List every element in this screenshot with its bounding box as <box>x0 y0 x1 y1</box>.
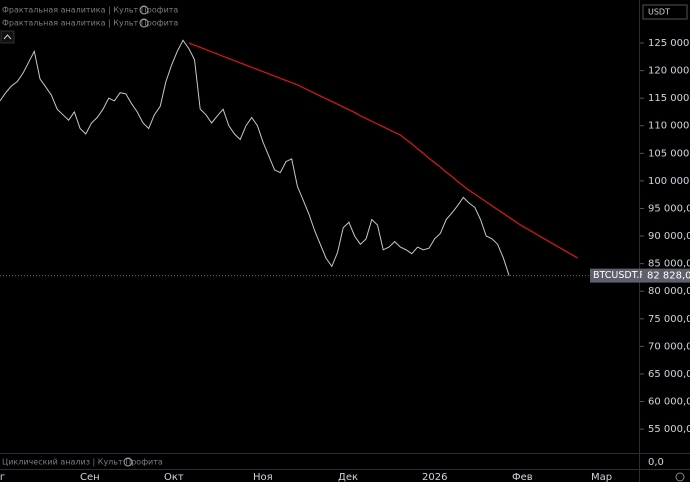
y-tick-label: 55 000,0 <box>648 424 690 435</box>
price-tag <box>642 268 690 283</box>
eye-icon[interactable] <box>123 457 133 467</box>
indicator-label: Фрактальная аналитика | Культ Профита <box>2 6 178 15</box>
y-tick-label: 85 000,0 <box>648 259 690 270</box>
y-tick-label: 115 000,0 <box>648 93 690 104</box>
y-tick-label: 80 000,0 <box>648 286 690 297</box>
x-tick-label: Мар <box>591 472 612 482</box>
y-tick-label: 125 000,0 <box>648 38 690 49</box>
price-line <box>0 39 510 276</box>
x-tick-label: Фев <box>512 472 533 482</box>
x-tick-label: вг <box>0 472 5 482</box>
eye-icon[interactable] <box>139 5 149 15</box>
x-tick-label: Окт <box>164 472 184 482</box>
indicator-label: Циклический анализ | Культ Профита <box>2 458 163 467</box>
eye-icon[interactable] <box>139 18 149 28</box>
y-tick-label: 90 000,0 <box>648 231 690 242</box>
price-line <box>188 42 579 259</box>
symbol: BTCUSDT.P <box>593 270 645 281</box>
y-tick-label: 95 000,0 <box>648 203 690 214</box>
collapse-button[interactable] <box>0 30 15 44</box>
currency-box[interactable] <box>642 4 688 20</box>
y-tick-label: 105 000,0 <box>648 148 690 159</box>
currency: USDT <box>648 8 670 17</box>
x-tick-label: 2026 <box>422 472 447 482</box>
y-tick-label: 100 000,0 <box>648 176 690 187</box>
x-tick-label: Дек <box>338 472 358 482</box>
indicator-label: Фрактальная аналитика | Культ Профита <box>2 19 178 28</box>
y-tick-label: 65 000,0 <box>648 369 690 380</box>
chevron-icon <box>3 34 12 40</box>
pane-scale-label: 0,0 <box>648 457 664 468</box>
y-tick-label: 70 000,0 <box>648 341 690 352</box>
settings-icon[interactable] <box>675 472 685 482</box>
symbol-tag <box>590 268 642 283</box>
y-tick-label: 75 000,0 <box>648 314 690 325</box>
x-tick-label: Ноя <box>253 472 273 482</box>
y-tick-label: 60 000,0 <box>648 397 690 408</box>
y-tick-label: 120 000,0 <box>648 66 690 77</box>
y-tick-label: 110 000,0 <box>648 121 690 132</box>
current-price: 82 828,0 <box>647 271 690 282</box>
x-tick-label: Сен <box>80 472 100 482</box>
